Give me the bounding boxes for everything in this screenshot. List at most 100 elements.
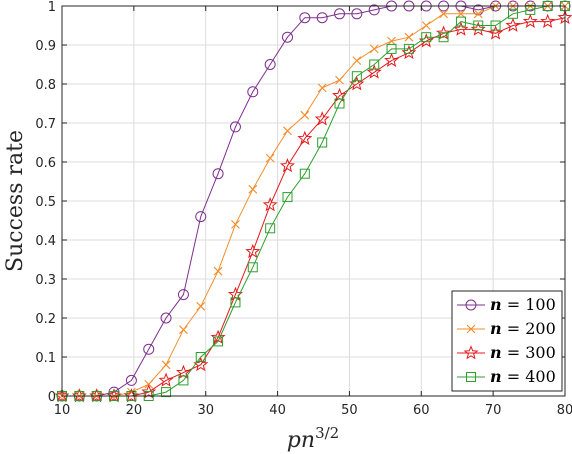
x-tick-label: 20	[126, 403, 143, 418]
x-tick-label: 30	[197, 403, 214, 418]
legend-label: n = 400	[490, 367, 556, 386]
legend-label-eq: =	[502, 367, 526, 386]
data-point	[488, 25, 504, 40]
data-point	[213, 266, 223, 276]
data-point	[297, 130, 313, 145]
legend-entry: n = 100	[457, 295, 556, 314]
legend-label-val: 200	[525, 319, 556, 338]
data-point	[177, 289, 189, 301]
data-point	[264, 59, 276, 70]
data-point	[179, 325, 188, 335]
data-point	[247, 86, 259, 98]
x-axis-label: pn3/2	[287, 424, 339, 453]
data-point	[213, 336, 224, 347]
data-point	[299, 12, 311, 24]
x-tick-label: 60	[413, 403, 430, 418]
data-point	[349, 76, 365, 91]
legend-marker	[463, 345, 479, 360]
data-point	[299, 168, 310, 179]
data-point	[386, 43, 397, 54]
legend-marker	[466, 372, 476, 382]
data-point	[247, 262, 258, 273]
data-point	[453, 21, 469, 36]
x-tick-label: 40	[269, 403, 286, 418]
data-point	[334, 8, 346, 20]
data-point	[178, 375, 189, 386]
legend-marker	[466, 324, 476, 334]
x-tick-label: 70	[485, 403, 502, 418]
series-line	[62, 5, 565, 397]
data-point	[490, 20, 501, 31]
data-point	[317, 137, 328, 148]
y-tick-label: 0.1	[35, 351, 56, 366]
data-point	[335, 75, 344, 85]
data-point	[161, 360, 171, 370]
data-point	[421, 21, 431, 30]
y-tick-label: 0.8	[35, 78, 56, 93]
x-tick-label: 80	[557, 403, 572, 418]
data-point	[540, 13, 556, 28]
data-point	[505, 17, 521, 32]
legend-box	[451, 290, 563, 392]
y-tick-label: 0.3	[35, 273, 56, 288]
data-point	[230, 297, 241, 308]
legend-label-eq: =	[502, 343, 526, 362]
data-point	[196, 301, 206, 311]
data-point	[384, 52, 400, 67]
legend-label-val: 300	[525, 343, 556, 362]
data-point	[143, 343, 155, 355]
data-point	[404, 32, 414, 42]
data-point	[248, 184, 258, 194]
legend-label-val: 400	[525, 367, 556, 386]
series-layer	[54, 0, 572, 403]
data-point	[141, 384, 157, 399]
data-point	[195, 352, 206, 362]
x-axis-label-exponent: 3/2	[315, 424, 339, 442]
y-tick-label: 0.9	[35, 39, 56, 54]
data-point	[436, 25, 452, 40]
axis-ticks: 10 20 30 40 50 60 70 80 0 0.1 0.2 0.3 0.4 0.5 0.6 0.7 0.…	[35, 0, 572, 418]
legend-label-val: 100	[525, 295, 556, 314]
data-point	[522, 13, 538, 28]
data-point	[283, 126, 292, 136]
data-point	[195, 211, 207, 223]
data-point	[316, 12, 328, 24]
y-tick-label: 0.5	[35, 195, 56, 210]
legend-marker	[465, 299, 477, 311]
legend-entry: n = 400	[457, 367, 556, 386]
data-point	[125, 374, 137, 386]
x-axis-label-base: pn	[287, 428, 315, 453]
legend-label-var: n	[490, 343, 502, 362]
legend-entry: n = 300	[457, 343, 556, 362]
data-point	[439, 9, 448, 19]
data-point	[472, 4, 484, 16]
data-point	[369, 59, 380, 70]
data-point	[212, 168, 224, 180]
x-tick-label: 50	[341, 403, 358, 418]
data-point	[438, 32, 449, 43]
y-axis-label: Success rate	[3, 130, 28, 272]
data-point	[317, 83, 327, 93]
data-point	[262, 197, 278, 212]
data-point	[265, 223, 276, 234]
legend-label: n = 200	[490, 319, 556, 338]
data-point	[507, 8, 518, 19]
y-tick-label: 0.6	[35, 156, 56, 171]
data-point	[421, 32, 432, 43]
data-point	[352, 56, 362, 65]
data-point	[231, 220, 240, 229]
series-line	[62, 5, 565, 397]
data-point	[403, 43, 414, 54]
data-point	[161, 387, 172, 398]
data-point	[314, 111, 330, 126]
data-point	[351, 71, 362, 82]
y-tick-label: 0.7	[35, 117, 56, 132]
legend-label: n = 100	[490, 295, 556, 314]
legend-label-var: n	[490, 367, 502, 386]
data-point	[456, 9, 466, 19]
y-tick-label: 0	[48, 390, 56, 405]
data-point	[525, 4, 536, 15]
data-point	[282, 192, 293, 203]
y-tick-label: 1	[48, 0, 56, 15]
